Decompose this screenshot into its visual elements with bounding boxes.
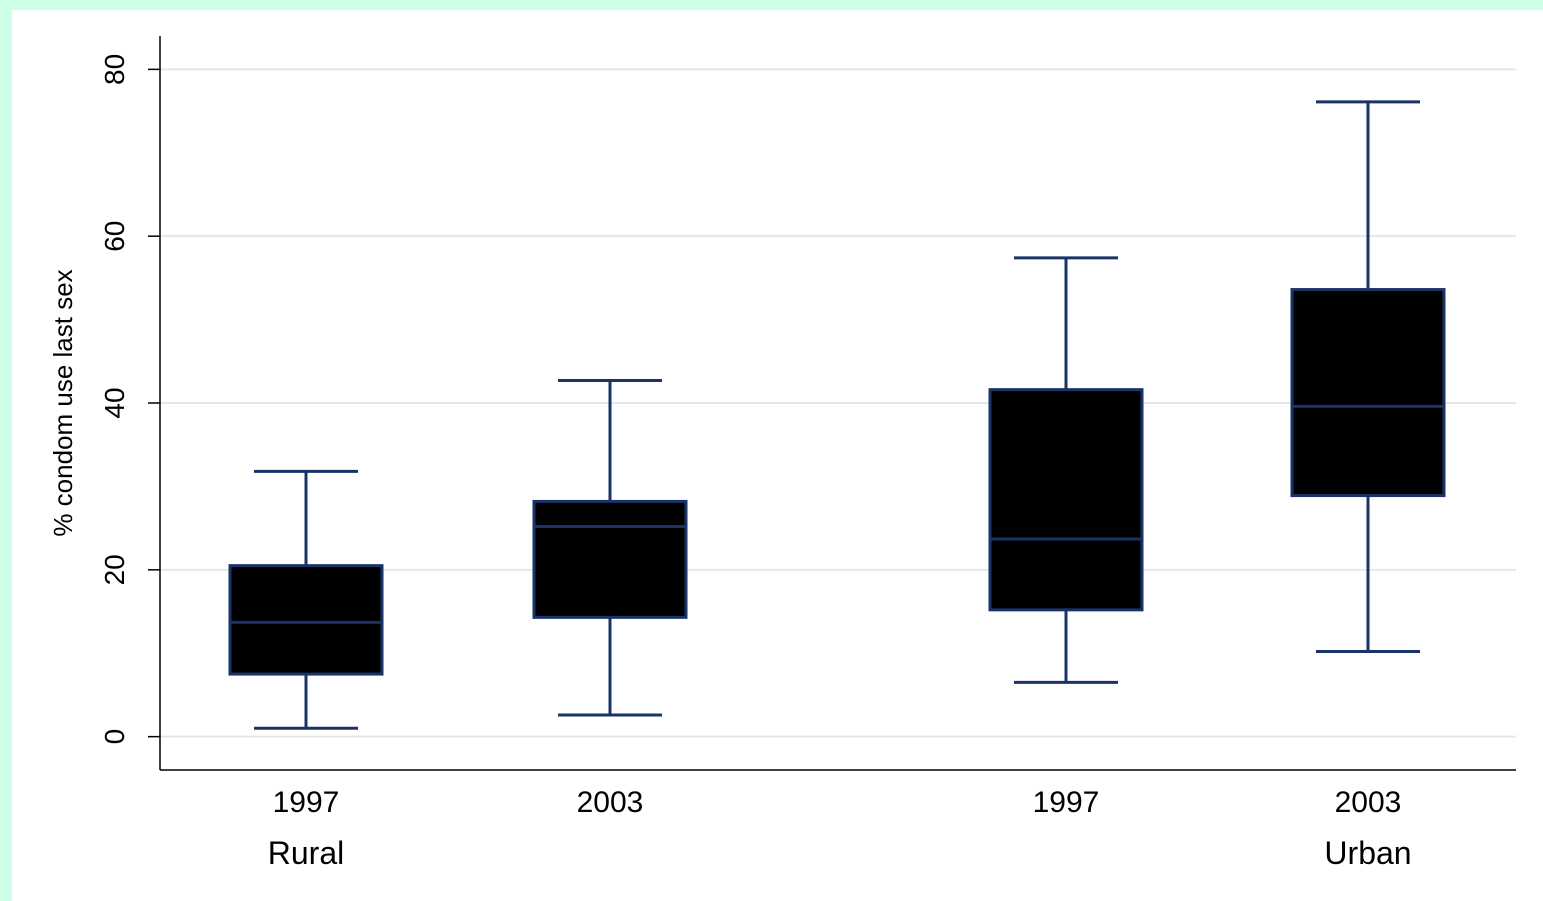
gridlines	[148, 68, 1516, 738]
y-tick-label: 20	[99, 554, 130, 585]
plot-area	[228, 100, 1446, 730]
axes	[159, 36, 1516, 771]
x-tick-label: 2003	[577, 786, 644, 819]
group-label-urban: Urban	[1324, 835, 1411, 871]
box-rural-2003	[532, 378, 688, 717]
box-urban-1997	[988, 256, 1144, 684]
labels: % condom use last sex 0 20 40 60 80 1997 2003 R…	[48, 54, 1412, 871]
y-axis-title: % condom use last sex	[48, 269, 78, 536]
group-label-rural: Rural	[268, 835, 344, 871]
box-plot-chart: % condom use last sex 0 20 40 60 80 1997 2003 R…	[48, 36, 1516, 871]
box-iqr	[988, 388, 1144, 612]
chart-frame: % condom use last sex 0 20 40 60 80 1997 2003 R…	[12, 10, 1543, 901]
box-iqr	[532, 499, 688, 619]
box-rural-1997	[228, 469, 384, 730]
x-tick-label: 1997	[273, 786, 340, 819]
x-tick-label: 2003	[1335, 786, 1402, 819]
box-urban-2003	[1290, 100, 1446, 654]
box-iqr	[228, 564, 384, 676]
box-iqr	[1290, 288, 1446, 498]
y-tick-label: 80	[99, 54, 130, 85]
x-tick-label: 1997	[1033, 786, 1100, 819]
y-tick-label: 40	[99, 387, 130, 418]
y-tick-label: 0	[99, 729, 130, 745]
y-tick-label: 60	[99, 221, 130, 252]
